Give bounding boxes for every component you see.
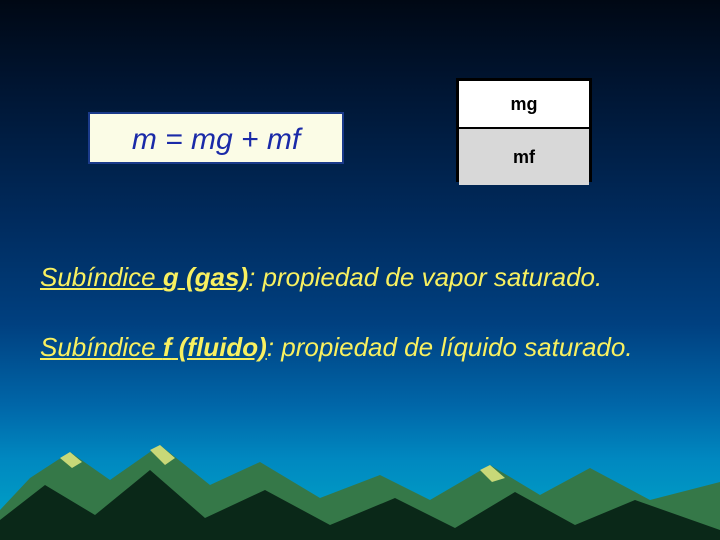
diagram-label-mg: mg [511, 94, 538, 114]
definition-line-g: Subíndice g (gas): propiedad de vapor sa… [40, 262, 602, 293]
definition-line-f: Subíndice f (fluido): propiedad de líqui… [40, 332, 633, 363]
slide: m = mg + mf mg mf Subíndice g (gas): pro… [0, 0, 720, 540]
phase-diagram: mg mf [456, 78, 592, 182]
formula-box: m = mg + mf [88, 112, 344, 164]
diagram-cell-fluid: mf [459, 129, 589, 185]
diagram-cell-gas: mg [459, 81, 589, 127]
mountain-decoration [0, 390, 720, 540]
formula-text: m = mg + mf [132, 123, 300, 156]
diagram-label-mf: mf [513, 147, 535, 167]
